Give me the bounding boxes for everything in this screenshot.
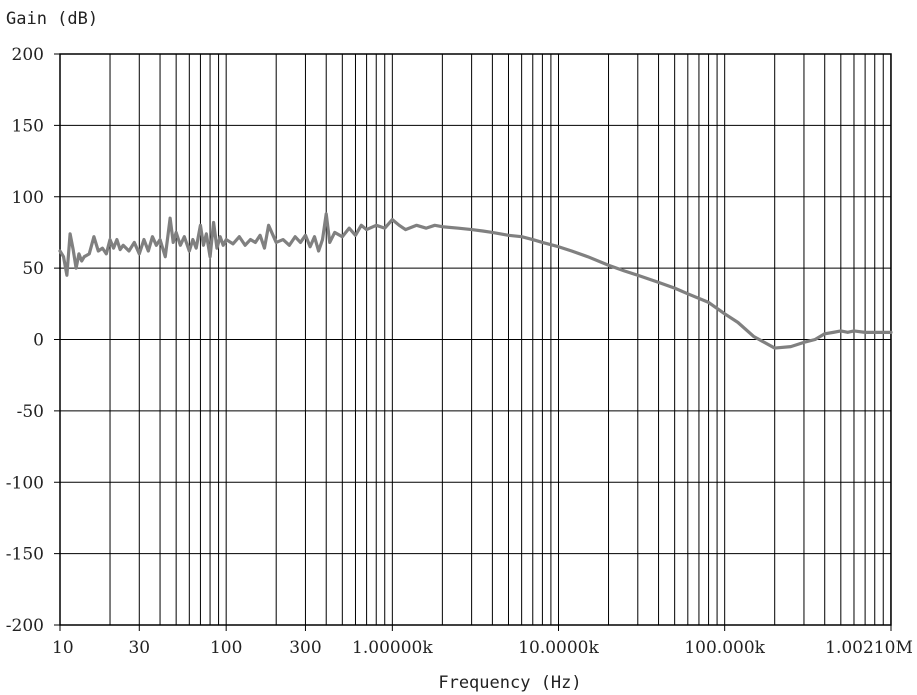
y-tick-label: 50 (22, 259, 44, 279)
x-tick-label: 300 (289, 638, 321, 658)
y-tick-label: 150 (12, 116, 44, 136)
series-group (58, 212, 893, 350)
x-tick-label: 30 (128, 638, 150, 658)
x-tick-label: 100.000k (684, 638, 765, 658)
y-tick-label: -100 (6, 473, 44, 493)
x-axis-label: Frequency (Hz) (438, 673, 581, 693)
y-tick-label: 100 (12, 188, 44, 208)
y-tick-label: -200 (6, 616, 44, 636)
plot-grid (60, 54, 892, 625)
x-tick-label: 10.0000k (518, 638, 599, 658)
x-tick-labels: 10 30 100 300 1.00000k 10.0000k 100.000k 1.0021… (52, 625, 913, 658)
x-tick-label: 1.00210M (825, 638, 913, 658)
x-tick-label: 10 (52, 638, 74, 658)
x-tick-label: 100 (210, 638, 242, 658)
y-tick-label: -150 (6, 545, 44, 565)
x-tick-label: 1.00000k (352, 638, 433, 658)
gain-series-line (58, 212, 893, 350)
y-axis-label: Gain (dB) (6, 9, 98, 29)
y-tick-label: 200 (12, 45, 44, 65)
y-tick-labels: 200 150 100 50 0 -50 -100 -150 -200 (6, 45, 60, 636)
y-tick-label: -50 (17, 402, 44, 422)
y-tick-label: 0 (33, 331, 44, 351)
